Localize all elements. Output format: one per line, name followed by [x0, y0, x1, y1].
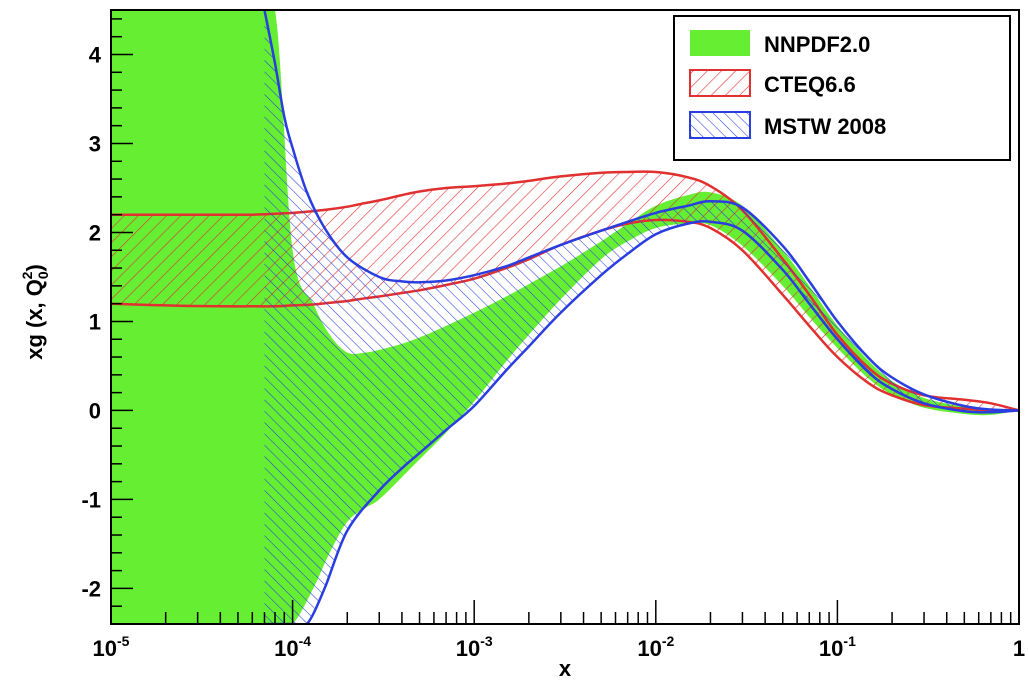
y-tick-label: 1	[89, 309, 101, 334]
bands	[111, 10, 1019, 624]
legend-label-nnpdf: NNPDF2.0	[764, 32, 870, 57]
y-tick-label: 2	[89, 220, 101, 245]
legend-swatch-nnpdf	[690, 30, 750, 56]
x-tick-label: 10-1	[819, 633, 856, 661]
y-tick-label: 0	[89, 398, 101, 423]
x-tick-label: 1	[1013, 636, 1025, 661]
legend: NNPDF2.0 CTEQ6.6 MSTW 2008	[673, 15, 1011, 161]
band-mstw-lower-edge	[264, 220, 1019, 624]
band-mstw-upper-edge	[263, 10, 1019, 412]
x-tick-label: 10-5	[93, 633, 130, 661]
x-tick-label: 10-4	[274, 633, 311, 661]
legend-swatch-mstw	[689, 111, 751, 139]
y-tick-label: -2	[81, 576, 101, 601]
x-ticks: 10-5 10-4 10-3 10-2 10-1 1	[93, 600, 1025, 661]
x-tick-label: 10-3	[456, 633, 493, 661]
y-ticks: -2 -1 0 1 2 3 4	[81, 18, 133, 625]
y-axis-label: xg (x, Q02)	[19, 264, 51, 360]
y-tick-label: 4	[89, 42, 102, 67]
legend-swatch-cteq	[689, 69, 751, 97]
band-cteq	[111, 171, 1019, 411]
band-mstw	[264, 10, 1019, 624]
x-axis-label: x	[559, 656, 572, 681]
x-tick-label: 10-2	[637, 633, 674, 661]
y-tick-label: 3	[89, 131, 101, 156]
legend-label-cteq: CTEQ6.6	[764, 72, 856, 97]
y-tick-label: -1	[81, 487, 101, 512]
legend-label-mstw: MSTW 2008	[764, 114, 886, 139]
plot-frame	[110, 9, 1020, 625]
